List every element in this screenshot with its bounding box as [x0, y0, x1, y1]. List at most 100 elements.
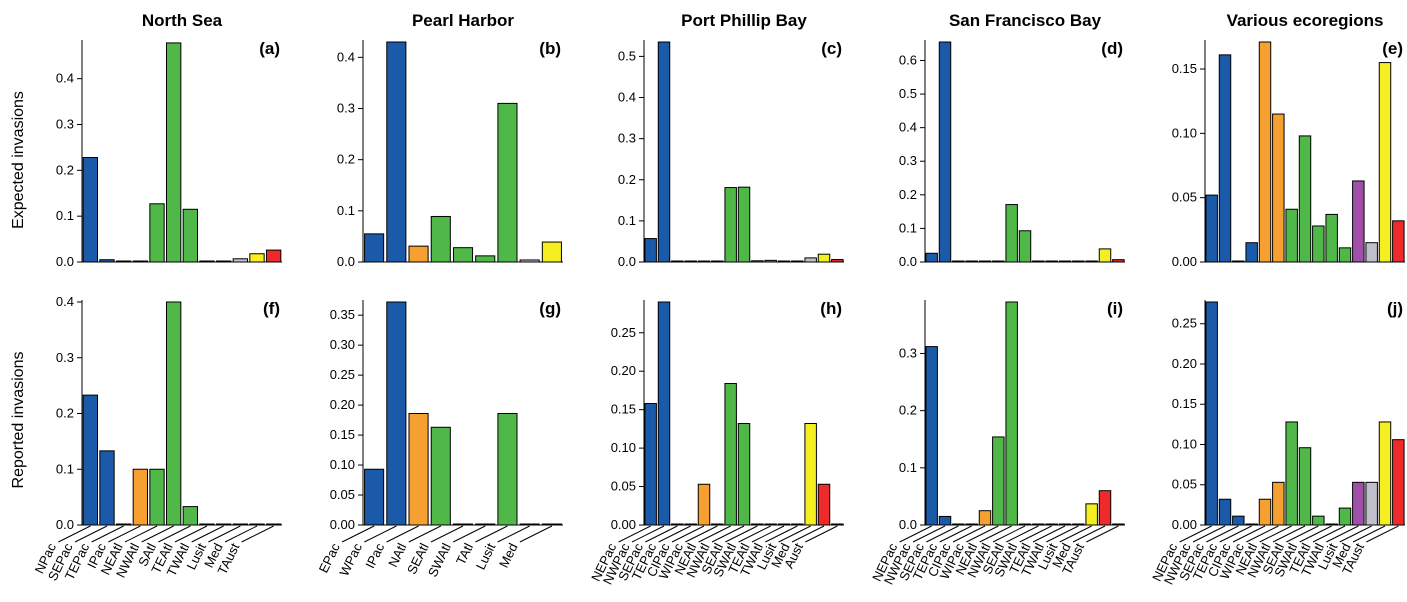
- bar-WIPac: [1272, 481, 1285, 526]
- bar-NEPac: [1205, 194, 1218, 263]
- y-tick-label: 0.3: [899, 153, 917, 168]
- y-tick-label: 0.05: [330, 487, 355, 502]
- bar-Med: [249, 253, 265, 263]
- bar-Lusit: [1365, 481, 1378, 526]
- bar-TEAtl: [199, 523, 215, 526]
- x-tick-leader: [208, 525, 241, 543]
- x-tick-leader: [631, 525, 665, 543]
- bar-NEAtl: [724, 187, 737, 263]
- x-tick-leader: [939, 525, 972, 543]
- panel-e: Various ecoregions (e) 0.00 0.05 0.10 0.15: [1172, 11, 1405, 269]
- x-tick-leader: [1299, 525, 1332, 543]
- bar-IPac: [132, 260, 149, 263]
- bar-NWAtl: [1018, 230, 1032, 263]
- x-tick-leader: [1339, 525, 1372, 543]
- bar-Lusit: [804, 422, 817, 526]
- panel-a: North Sea (a) 0.0 0.1 0.2 0.3 0.4: [56, 11, 282, 269]
- bar-NEAtl: [1285, 208, 1298, 263]
- bar-SEAtl: [1032, 523, 1045, 526]
- y-tick-label: 0.3: [899, 345, 917, 360]
- x-tick-leader: [58, 525, 91, 543]
- x-tick-leader: [698, 525, 731, 543]
- panel-f: (f)0.00.10.20.30.4NPacSEPacTEPacIPacNEAt…: [32, 294, 282, 583]
- bar-Lusit: [232, 258, 249, 263]
- bar-TEPac: [116, 523, 132, 526]
- y-tick-label: 0.1: [56, 461, 74, 476]
- bar-TEPac: [116, 260, 132, 263]
- bar-SEAtl: [1312, 515, 1325, 526]
- x-tick-leader: [1006, 525, 1039, 543]
- x-tick-leader: [979, 525, 1012, 543]
- bar-WIPac: [992, 260, 1005, 263]
- x-tick-leader: [992, 525, 1026, 543]
- panel-b: Pearl Harbor (b) 0.0 0.1 0.2 0.3 0.4: [337, 11, 563, 269]
- bar-TWAtl: [791, 260, 804, 263]
- row-label-reported: Reported invasions: [10, 352, 27, 489]
- panels: North Sea (a) 0.0 0.1 0.2 0.3 0.4 Pearl Harbor (…: [32, 11, 1405, 587]
- y-tick-label: 0.1: [56, 208, 74, 223]
- y-tick-label: 0.15: [1172, 396, 1197, 411]
- panel-label: (b): [539, 39, 561, 58]
- x-tick-leader: [241, 525, 274, 543]
- bar-SEPac: [952, 523, 965, 526]
- panel-title: Pearl Harbor: [412, 11, 514, 30]
- bar-NWPac: [657, 301, 671, 526]
- x-tick-leader: [74, 525, 108, 543]
- x-tick-leader: [475, 525, 508, 543]
- bar-TWAtl: [1072, 260, 1085, 263]
- bar-SEPac: [671, 260, 684, 263]
- y-tick-label: 0.3: [56, 117, 74, 132]
- x-tick-leader: [341, 525, 375, 543]
- bar-CIPac: [697, 260, 711, 263]
- x-tick-leader: [751, 525, 785, 543]
- bar-TWAtl: [1352, 481, 1365, 526]
- bar-NPac: [82, 394, 98, 526]
- bar-TEAtl: [777, 260, 791, 263]
- bar-SEAtl: [1032, 260, 1045, 263]
- x-tick-leader: [1312, 525, 1346, 543]
- x-tick-leader: [158, 525, 191, 543]
- bar-NWAtl: [1298, 447, 1312, 526]
- bar-TAust: [266, 523, 282, 526]
- bar-SWAtl: [475, 255, 496, 263]
- bar-Lusit: [1365, 242, 1378, 263]
- x-tick-leader: [497, 525, 530, 543]
- bar-NEPac: [644, 403, 657, 526]
- panel-i: (i)0.00.10.20.3NEPacNWPacSEPacTEPacCIPac…: [869, 299, 1125, 587]
- x-tick-leader: [108, 525, 141, 543]
- y-tick-label: 0.2: [899, 403, 917, 418]
- y-tick-label: 0.3: [337, 101, 355, 116]
- bar-Lusit: [519, 259, 540, 263]
- x-tick-leader: [452, 525, 486, 543]
- x-tick-leader: [926, 525, 959, 543]
- y-tick-label: 0.0: [56, 517, 74, 532]
- panel-title: Various ecoregions: [1227, 11, 1384, 30]
- y-tick-label: 0.25: [330, 367, 355, 382]
- bar-TEPac: [1245, 242, 1258, 263]
- y-tick-label: 0.0: [337, 254, 355, 269]
- bar-Med: [1378, 62, 1392, 263]
- y-tick-label: 0.20: [1172, 356, 1197, 371]
- bar-TWAtl: [216, 523, 232, 526]
- y-tick-label: 0.10: [1172, 125, 1197, 140]
- bar-TAtl: [497, 102, 518, 263]
- y-tick-label: 0.00: [1172, 254, 1197, 269]
- bar-Med: [541, 523, 562, 526]
- bar-NEAtl: [1285, 421, 1298, 526]
- bar-NEAtl: [1005, 204, 1018, 263]
- bar-SEPac: [952, 260, 965, 263]
- bar-IPac: [408, 245, 429, 263]
- x-tick-leader: [778, 525, 811, 543]
- x-tick-label: Lusit: [473, 540, 499, 572]
- y-tick-label: 0.3: [618, 131, 636, 146]
- x-tick-leader: [1032, 525, 1066, 543]
- x-tick-leader: [738, 525, 771, 543]
- bar-SWAtl: [1325, 523, 1338, 526]
- bar-TWAtl: [791, 523, 804, 526]
- bar-NWAtl: [737, 422, 751, 526]
- bar-SEAtl: [452, 247, 474, 263]
- x-tick-leader: [1219, 525, 1252, 543]
- bar-CIPac: [697, 483, 711, 526]
- panel-g: (g)0.000.050.100.150.200.250.300.35EPacW…: [316, 299, 563, 579]
- y-tick-label: 0.00: [330, 517, 355, 532]
